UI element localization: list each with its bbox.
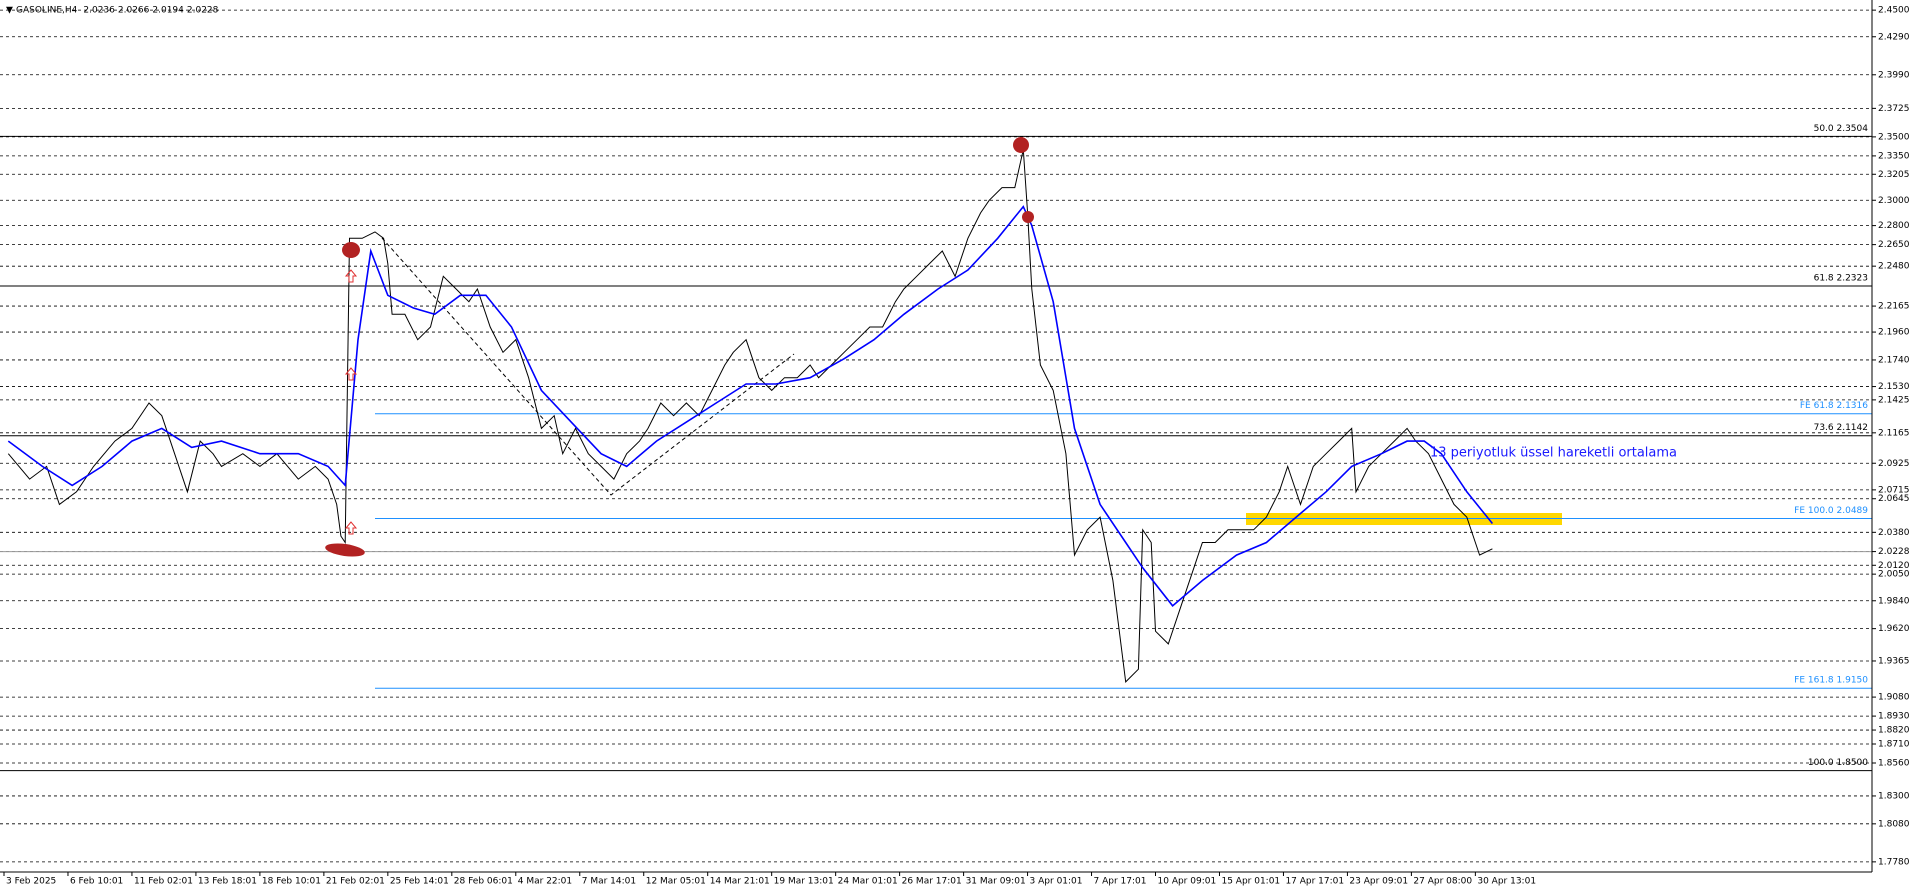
y-tick-label: 2.1960 <box>1878 328 1910 338</box>
x-tick-label: 17 Apr 17:01 <box>1285 877 1344 887</box>
arrow-up <box>344 521 358 535</box>
x-tick-label: 28 Feb 06:01 <box>454 877 513 887</box>
x-tick-label: 30 Apr 13:01 <box>1477 877 1536 887</box>
y-tick-label: 2.0645 <box>1878 494 1910 504</box>
x-tick-label: 15 Apr 01:01 <box>1221 877 1280 887</box>
x-tick-label: 31 Mar 09:01 <box>966 877 1026 887</box>
y-tick-label: 2.4290 <box>1878 32 1910 42</box>
y-tick-label: 2.0228 <box>1878 547 1910 557</box>
plot: 50.0 2.3504 61.8 2.2323 73.6 2.1142 100.0 1… <box>0 124 1872 772</box>
x-tick-label: 27 Apr 08:00 <box>1413 877 1472 887</box>
x-tick-label: 23 Apr 09:01 <box>1349 877 1408 887</box>
x-tick-label: 12 Mar 05:01 <box>646 877 706 887</box>
y-tick-label: 2.3205 <box>1878 170 1910 180</box>
header-value: 2.0194 <box>152 6 184 16</box>
level-label: 100.0 1.8500 <box>1808 758 1868 768</box>
y-tick-label: 1.8820 <box>1878 726 1910 736</box>
level-label: FE 61.8 2.1316 <box>1800 401 1868 411</box>
y-tick-label: 2.4500 <box>1878 6 1910 16</box>
y-tick-label: 1.9080 <box>1878 693 1910 703</box>
y-tick-label: 2.3990 <box>1878 70 1910 80</box>
header-value: 2.0236 <box>83 6 115 16</box>
y-tick-label: 2.1530 <box>1878 382 1910 392</box>
marker <box>1013 137 1029 153</box>
header-arrow: ▼ <box>6 6 13 16</box>
x-tick-label: 26 Mar 17:01 <box>902 877 962 887</box>
arrow-up <box>344 269 358 283</box>
x-tick-label: 7 Mar 14:01 <box>582 877 636 887</box>
price-line <box>7 149 1493 683</box>
x-tick-label: 21 Feb 02:01 <box>326 877 385 887</box>
y-tick-label: 2.1425 <box>1878 395 1910 405</box>
y-tick-label: 2.0925 <box>1878 459 1910 469</box>
y-tick-label: 2.3500 <box>1878 132 1910 142</box>
x-tick-label: 3 Feb 2025 <box>6 877 56 887</box>
y-tick-label: 2.3725 <box>1878 104 1910 114</box>
marker <box>1022 211 1034 223</box>
y-tick-label: 1.9840 <box>1878 596 1910 606</box>
level-label: 61.8 2.2323 <box>1814 274 1868 284</box>
x-tick-label: 14 Mar 21:01 <box>710 877 770 887</box>
y-tick-label: 2.2480 <box>1878 262 1910 272</box>
arrow-up <box>344 367 358 381</box>
header-value: 2.0228 <box>187 6 219 16</box>
y-tick-label: 2.0120 <box>1878 561 1910 571</box>
y-tick-label: 2.2165 <box>1878 302 1910 312</box>
y-tick-label: 1.9620 <box>1878 624 1910 634</box>
y-tick-label: 2.2650 <box>1878 240 1910 250</box>
price-line <box>7 205 1494 607</box>
annotation: 13 periyotluk üssel hareketli ortalama <box>1430 446 1677 461</box>
x-tick-label: 18 Feb 10:01 <box>262 877 321 887</box>
y-tick-label: 2.3000 <box>1878 196 1910 206</box>
x-tick-label: 11 Feb 02:01 <box>134 877 193 887</box>
y-tick-label: 2.0380 <box>1878 528 1910 538</box>
level-label: FE 100.0 2.0489 <box>1794 506 1868 516</box>
y-tick-label: 1.8080 <box>1878 819 1910 829</box>
y-tick-label: 2.1165 <box>1878 428 1910 438</box>
header-value: 2.0266 <box>118 6 150 16</box>
x-tick-label: 19 Mar 13:01 <box>774 877 834 887</box>
level-label: FE 161.8 1.9150 <box>1794 676 1868 686</box>
y-tick-label: 2.1740 <box>1878 355 1910 365</box>
y-tick-label: 1.9365 <box>1878 656 1910 666</box>
y-tick-label: 1.8300 <box>1878 791 1910 801</box>
level-label: 50.0 2.3504 <box>1814 124 1869 134</box>
x-tick-label: 4 Mar 22:01 <box>518 877 572 887</box>
header: ▼ GASOLINE,H4 <box>6 6 78 16</box>
x-tick-label: 6 Feb 10:01 <box>70 877 123 887</box>
x-tick-label: 13 Feb 18:01 <box>198 877 257 887</box>
y-tick-label: 2.3350 <box>1878 151 1910 161</box>
marker <box>342 242 360 258</box>
y-tick-label: 1.8930 <box>1878 712 1910 722</box>
x-tick-label: 24 Mar 01:01 <box>838 877 898 887</box>
zigzag-drawing <box>381 237 795 496</box>
symbol: GASOLINE,H4 <box>16 6 78 16</box>
y-tick-label: 1.8710 <box>1878 739 1910 749</box>
marker <box>325 543 365 557</box>
x-tick-label: 3 Apr 01:01 <box>1030 877 1083 887</box>
x-tick-label: 10 Apr 09:01 <box>1158 877 1217 887</box>
x-tick-label: 7 Apr 17:01 <box>1094 877 1147 887</box>
y-tick-label: 1.7780 <box>1878 857 1910 867</box>
y-tick-label: 2.0715 <box>1878 485 1910 495</box>
y-tick-label: 2.0050 <box>1878 570 1910 580</box>
y-tick-label: 1.8560 <box>1878 759 1910 769</box>
x-tick-label: 25 Feb 14:01 <box>390 877 449 887</box>
level-label: 73.6 2.1142 <box>1814 423 1868 433</box>
y-tick-label: 2.2800 <box>1878 221 1910 231</box>
grid <box>0 9 1872 863</box>
